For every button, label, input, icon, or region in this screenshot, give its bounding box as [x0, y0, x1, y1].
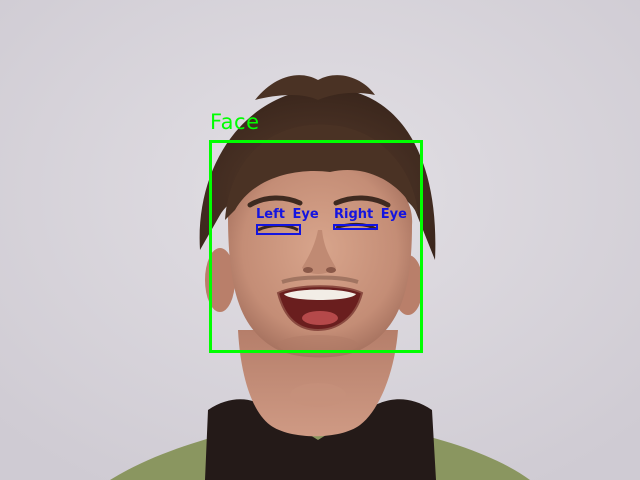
- left-eye-detection-box: [256, 224, 301, 235]
- face-detection-box: [209, 140, 423, 353]
- right-eye-label: Right Eye: [334, 207, 407, 222]
- right-eye-detection-box: [333, 224, 378, 230]
- left-eye-label: Left Eye: [256, 207, 319, 222]
- face-label: Face: [210, 110, 260, 134]
